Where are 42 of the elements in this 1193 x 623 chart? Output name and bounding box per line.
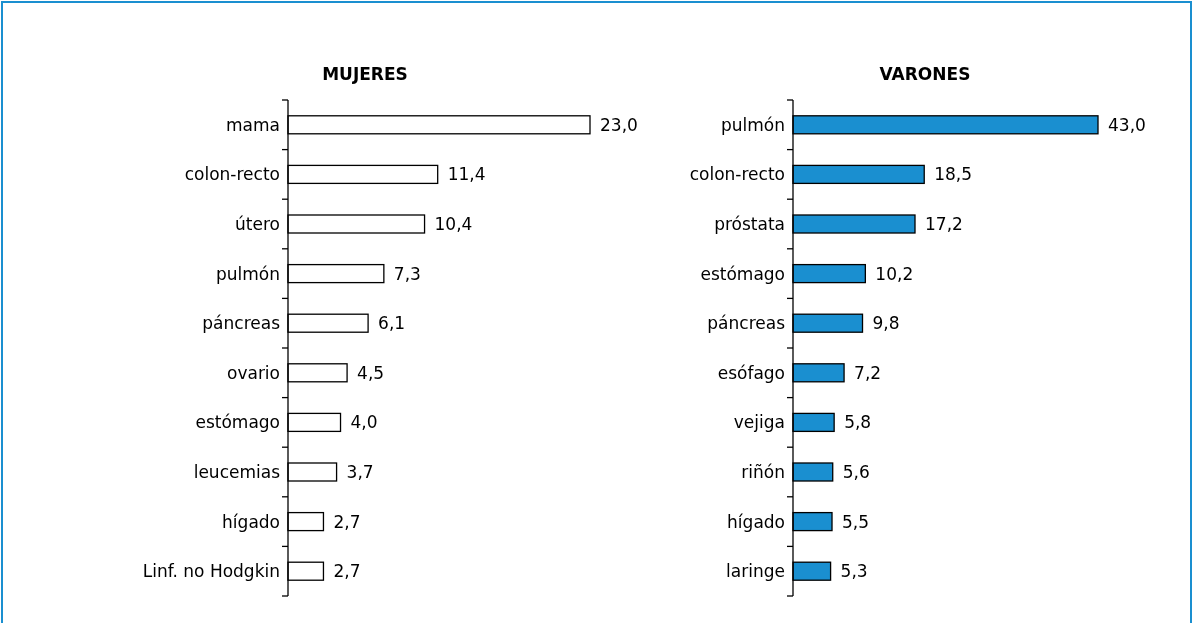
y-tick-label: hígado [222,511,280,532]
data-label: 6,1 [378,313,406,334]
data-label: 2,7 [333,511,361,532]
data-label: 43,0 [1108,114,1146,135]
y-tick-label: Linf. no Hodgkin [142,561,280,582]
y-tick-label: colon-recto [689,164,785,185]
data-label: 10,2 [875,263,914,284]
data-label: 7,3 [393,263,421,284]
chart-title: VARONES [879,64,971,84]
data-label: 4,5 [357,362,385,383]
data-label: 4,0 [350,412,378,433]
y-tick-label: hígado [727,511,785,532]
y-tick-label: esófago [717,362,785,383]
data-label: 17,2 [925,214,963,234]
chart-title: MUJERES [322,64,408,84]
y-tick-label: leucemias [193,462,281,482]
data-label: 23,0 [600,114,638,135]
y-tick-label: riñón [741,462,785,482]
data-label: 5,6 [842,462,870,482]
data-label: 2,7 [333,561,361,582]
data-label: 18,5 [934,164,973,185]
y-tick-label: laringe [726,561,785,582]
data-label: 5,5 [842,511,870,532]
data-label: 7,2 [854,362,882,383]
y-tick-label: páncreas [707,313,786,334]
y-tick-label: próstata [714,214,785,234]
data-label: 5,8 [844,412,872,433]
y-tick-label: mama [226,114,280,135]
y-tick-label: vejiga [733,412,785,433]
y-tick-label: ovario [227,362,280,383]
data-label: 10,4 [434,214,473,234]
y-tick-label: estómago [195,412,280,433]
y-tick-label: pulmón [720,114,785,135]
y-tick-label: útero [235,214,280,234]
y-tick-label: pulmón [215,263,280,284]
y-tick-label: colon-recto [184,164,280,185]
data-label: 9,8 [872,313,900,334]
data-label: 5,3 [840,561,868,582]
y-tick-label: estómago [700,263,785,284]
data-label: 11,4 [447,164,486,185]
data-label: 3,7 [346,462,374,482]
y-tick-label: páncreas [202,313,281,334]
